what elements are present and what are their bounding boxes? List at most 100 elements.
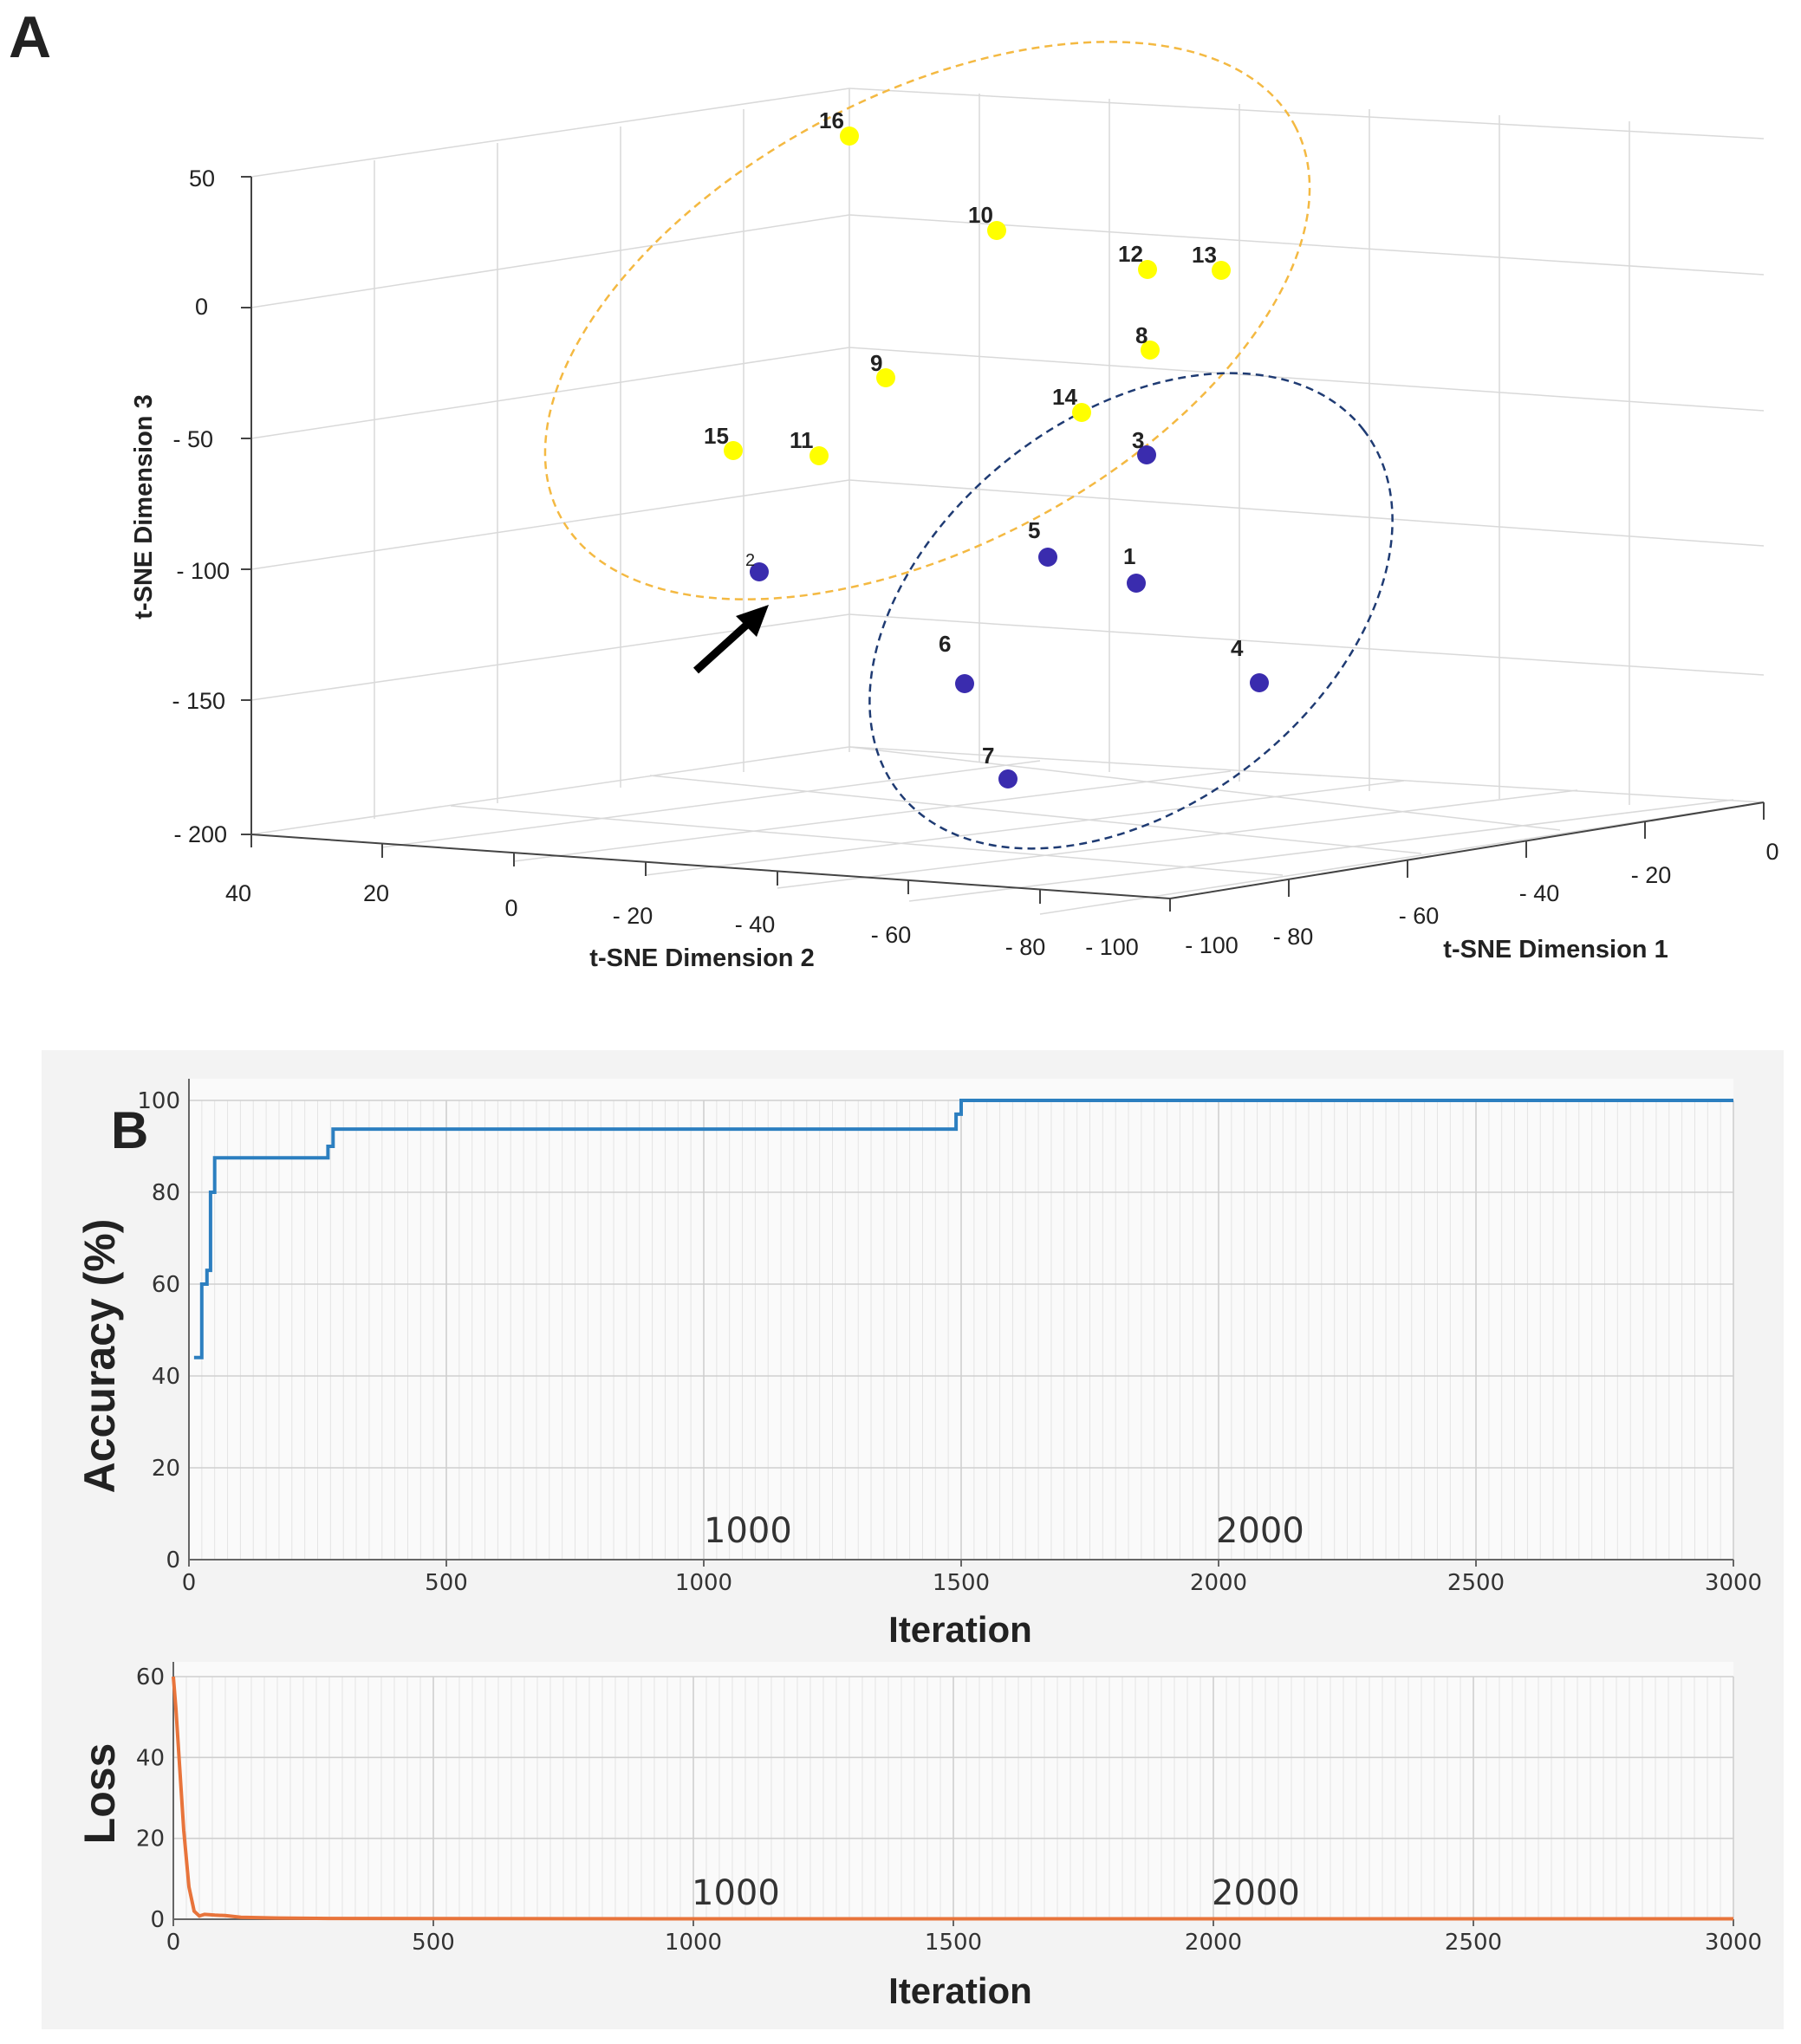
point-3: 3 — [1132, 427, 1156, 464]
scatter-points: 16 10 12 13 8 9 14 15 11 3 5 1 2 6 4 7 — [704, 107, 1269, 788]
accuracy-x-label: Iteration — [888, 1609, 1032, 1650]
loss-x-tick-label: 1000 — [665, 1930, 722, 1956]
accuracy-y-tick-label: 60 — [152, 1272, 180, 1298]
accuracy-x-tick-label: 2000 — [1190, 1570, 1247, 1596]
panel-a-label: A — [9, 4, 51, 70]
accuracy-y-tick-label: 80 — [152, 1180, 180, 1206]
svg-text:6: 6 — [939, 631, 951, 657]
loss-x-tick-label: 1500 — [925, 1930, 982, 1956]
loss-plot: 0 20 40 60 0 500 1000 1500 2000 2500 3000 1000 20… — [75, 1662, 1762, 2011]
svg-text:16: 16 — [819, 107, 844, 133]
svg-text:2: 2 — [745, 551, 755, 570]
y-tick: - 40 — [735, 912, 776, 938]
accuracy-y-tick-label: 0 — [166, 1548, 180, 1574]
y-tick: 40 — [225, 880, 251, 906]
z-tick: 0 — [195, 294, 208, 320]
accuracy-y-ticks: 0 20 40 60 80 100 — [137, 1088, 180, 1574]
y-tick: - 100 — [1085, 934, 1139, 960]
accuracy-y-label: Accuracy (%) — [75, 1219, 124, 1494]
x-axis-label: t-SNE Dimension 1 — [1443, 936, 1668, 964]
y-tick: 0 — [504, 895, 517, 921]
accuracy-x-tick-label: 500 — [425, 1570, 468, 1596]
accuracy-y-tick-label: 40 — [152, 1364, 180, 1390]
point-7: 7 — [982, 743, 1018, 788]
z-tick: - 100 — [176, 558, 230, 584]
accuracy-x-ticks: 0 500 1000 1500 2000 2500 3000 — [182, 1560, 1762, 1596]
point-4: 4 — [1231, 635, 1269, 692]
y-tick: - 80 — [1005, 934, 1046, 960]
accuracy-watermark: 2000 — [1216, 1511, 1304, 1551]
svg-text:5: 5 — [1028, 517, 1040, 543]
x-tick: - 20 — [1631, 862, 1672, 888]
loss-y-label: Loss — [75, 1743, 124, 1845]
point-14: 14 — [1052, 384, 1091, 422]
svg-text:3: 3 — [1132, 427, 1144, 453]
point-12: 12 — [1118, 241, 1157, 279]
accuracy-x-tick-label: 3000 — [1705, 1570, 1762, 1596]
loss-y-tick-label: 0 — [150, 1907, 165, 1933]
z-tick: 50 — [189, 165, 215, 191]
point-1: 1 — [1123, 543, 1146, 593]
loss-x-label: Iteration — [888, 1970, 1032, 2011]
z-tick: - 150 — [172, 688, 225, 714]
point-16: 16 — [819, 107, 859, 146]
loss-x-tick-label: 2000 — [1185, 1930, 1242, 1956]
point-15: 15 — [704, 423, 743, 460]
accuracy-x-tick-label: 2500 — [1447, 1570, 1505, 1596]
y-tick: 20 — [363, 880, 389, 906]
accuracy-y-tick-label: 20 — [152, 1456, 180, 1482]
accuracy-series-line — [193, 1099, 1733, 1359]
point-10: 10 — [968, 202, 1006, 240]
loss-vertical-grid — [172, 1677, 1734, 1919]
point-8: 8 — [1135, 322, 1160, 360]
y-tick: - 60 — [871, 922, 912, 948]
point-6: 6 — [939, 631, 974, 693]
z-tick: - 50 — [172, 426, 213, 452]
loss-x-tick-label: 3000 — [1705, 1930, 1762, 1956]
y-tick: - 20 — [613, 903, 653, 929]
loss-x-ticks: 0 500 1000 1500 2000 2500 3000 — [166, 1919, 1762, 1956]
panel-b-label: B — [111, 1101, 148, 1159]
z-axis-label: t-SNE Dimension 3 — [130, 394, 158, 619]
loss-y-tick-label: 20 — [136, 1827, 165, 1853]
accuracy-plot: 0 20 40 60 80 100 0 500 1000 1500 2000 2500 3000 10… — [75, 1079, 1762, 1650]
x-tick: - 100 — [1185, 932, 1239, 958]
accuracy-x-tick-label: 1500 — [933, 1570, 990, 1596]
x-tick: 0 — [1765, 839, 1778, 865]
loss-y-ticks: 0 20 40 60 — [136, 1664, 165, 1933]
loss-watermark: 2000 — [1212, 1873, 1300, 1913]
accuracy-y-tick-label: 100 — [137, 1088, 180, 1114]
cluster-ellipse-yellow — [543, 41, 1311, 600]
svg-text:8: 8 — [1135, 322, 1148, 348]
tsne-3d-plot: 50 0 - 50 - 100 - 150 - 200 40 20 0 - 20… — [130, 41, 1779, 972]
loss-x-tick-label: 0 — [166, 1930, 181, 1956]
svg-text:4: 4 — [1231, 635, 1244, 661]
loss-y-tick-label: 40 — [136, 1745, 165, 1771]
point-9: 9 — [870, 350, 895, 387]
point-2: 2 — [745, 551, 769, 581]
loss-x-tick-label: 2500 — [1445, 1930, 1502, 1956]
svg-text:7: 7 — [982, 743, 994, 769]
z-tick: - 200 — [173, 821, 227, 847]
loss-x-tick-label: 500 — [412, 1930, 455, 1956]
svg-text:15: 15 — [704, 423, 729, 449]
accuracy-x-tick-label: 0 — [182, 1570, 197, 1596]
cluster-ellipse-blue — [868, 372, 1394, 850]
svg-text:11: 11 — [790, 427, 814, 453]
loss-y-tick-label: 60 — [136, 1664, 165, 1690]
x-tick: - 60 — [1399, 903, 1440, 929]
svg-text:1: 1 — [1123, 543, 1135, 569]
y-axis-label: t-SNE Dimension 2 — [589, 944, 814, 972]
accuracy-watermark: 1000 — [704, 1511, 792, 1551]
point-13: 13 — [1192, 242, 1231, 280]
x-tick: - 80 — [1273, 924, 1314, 950]
accuracy-x-tick-label: 1000 — [675, 1570, 732, 1596]
svg-text:14: 14 — [1052, 384, 1077, 410]
svg-text:9: 9 — [870, 350, 882, 376]
arrow-icon — [692, 605, 769, 674]
svg-text:13: 13 — [1192, 242, 1217, 268]
loss-watermark: 1000 — [692, 1873, 780, 1913]
point-5: 5 — [1028, 517, 1057, 567]
x-tick: - 40 — [1519, 880, 1560, 906]
